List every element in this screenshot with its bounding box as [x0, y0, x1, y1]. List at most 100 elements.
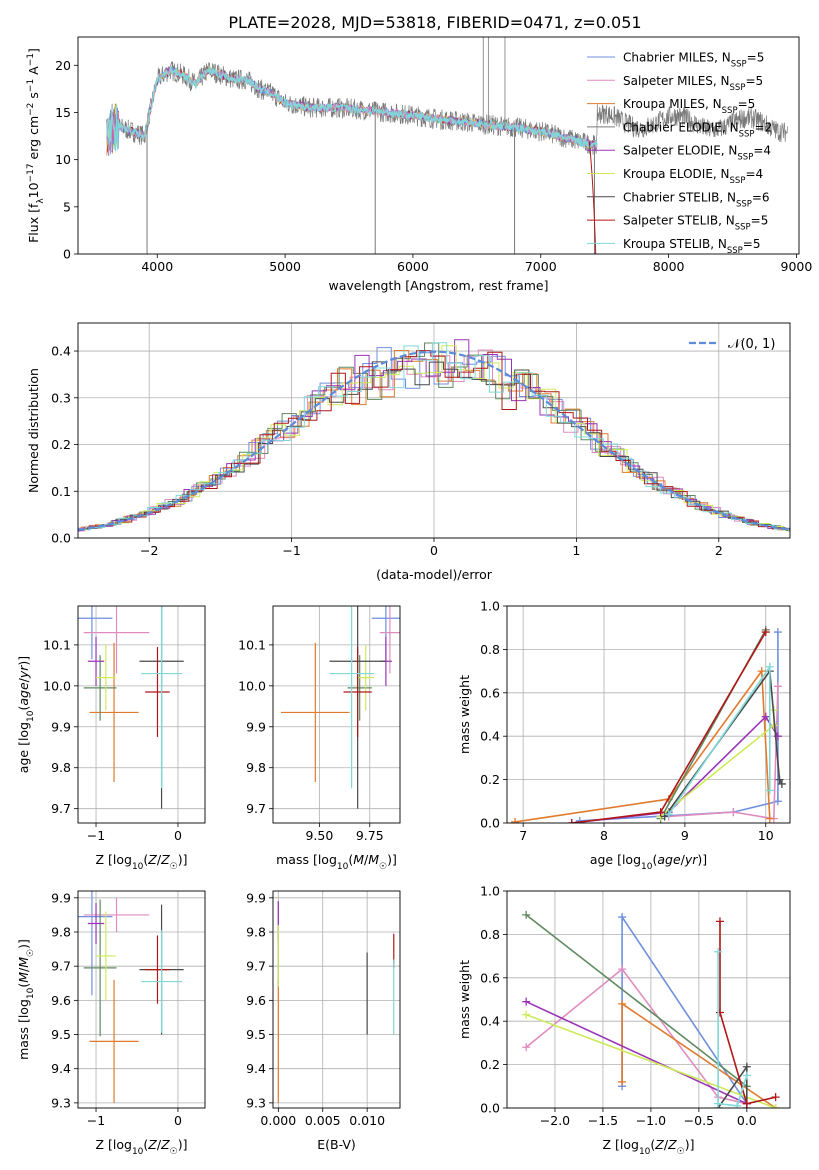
series-marker [773, 682, 782, 691]
x-tick-label: 0 [174, 1113, 182, 1128]
series-marker [729, 808, 738, 817]
x-tick-label: 10 [758, 828, 774, 843]
y-tick-label: 9.8 [51, 760, 71, 775]
panels-group: 4000 5000 6000 7000 8000 900005101520waveleng… [16, 36, 812, 1157]
series-marker [742, 1099, 751, 1108]
residual-xlabel: (data-model)/error [376, 567, 493, 582]
x-tick-label: 2 [715, 543, 723, 558]
series-marker [714, 947, 723, 956]
y-tick-label: 0.2 [51, 437, 71, 452]
y-tick-label: 9.9 [246, 890, 266, 905]
y-tick-label: 0 [63, 247, 71, 262]
massweight_vs_age-frame [506, 605, 791, 824]
y-tick-label: 0.4 [480, 729, 500, 744]
mass_vs_Z-ylabel: mass [log10(M/M☉)] [16, 939, 36, 1060]
mass_vs_Z-axes: −1 0 9.3 9.4 9.5 9.6 9.7 9.8 9.9 [51, 890, 205, 1128]
series-line-salpeter-stelib [571, 631, 767, 823]
series-marker [618, 965, 627, 974]
y-tick-label: 0.2 [480, 1057, 500, 1072]
legend-label: Salpeter ELODIE, NSSP=4 [623, 144, 771, 163]
series-marker [618, 999, 627, 1008]
y-tick-label: 0.8 [480, 642, 500, 657]
series-line-salpeter-stelib [719, 921, 776, 1105]
y-tick-label: 0.2 [480, 772, 500, 787]
series-line-chabrier-miles [579, 632, 779, 822]
series-marker [777, 779, 786, 788]
age_vs_Z-ylabel: age [log10(age/yr)] [16, 656, 36, 773]
series-marker [742, 1071, 751, 1080]
series-marker [522, 1043, 531, 1052]
y-tick-label: 9.6 [51, 993, 71, 1008]
x-tick-label: −1.5 [588, 1113, 618, 1128]
y-tick-label: 15 [55, 105, 71, 120]
x-tick-label: 1 [572, 543, 580, 558]
spectrum-legend: Chabrier MILES, NSSP=5 Salpeter MILES, NS… [587, 51, 772, 256]
x-tick-label: 5000 [269, 259, 301, 274]
y-tick-label: 9.7 [51, 801, 71, 816]
legend-label: Kroupa STELIB, NSSP=5 [623, 237, 761, 256]
series-marker [618, 1077, 627, 1086]
spectrum-red-drop [588, 142, 597, 254]
x-tick-label: 9.75 [356, 828, 384, 843]
x-tick-label: −1 [87, 828, 105, 843]
series-marker [618, 913, 627, 922]
y-tick-label: 9.8 [51, 925, 71, 940]
age_vs_mass-xlabel: mass [log10(M/M☉)] [276, 852, 397, 872]
x-tick-label: −2.0 [540, 1113, 570, 1128]
x-tick-label: 7 [519, 828, 527, 843]
residual-frame [77, 322, 791, 539]
age_vs_mass-points [281, 606, 400, 809]
series-marker [733, 1101, 742, 1108]
massweight_vs_age-lines [511, 625, 786, 823]
x-tick-label: 0.010 [349, 1113, 385, 1128]
series-line-chabrier-elodie [525, 914, 748, 1087]
series-marker [522, 910, 531, 919]
series-marker [575, 816, 584, 823]
age_vs_Z-axes: −1 0 9.7 9.8 9.9 10.0 10.1 [43, 606, 205, 843]
y-tick-label: 20 [55, 58, 71, 73]
y-tick-label: 0.0 [51, 531, 71, 546]
residual-ylabel: Normed distribution [26, 368, 41, 493]
x-tick-label: −2 [140, 543, 158, 558]
age_vs_mass-axes: 9.50 9.75 9.7 9.8 9.9 10.0 10.1 [238, 606, 400, 843]
y-tick-label: 9.7 [246, 801, 266, 816]
y-tick-label: 10.1 [43, 637, 71, 652]
x-tick-label: 9.50 [305, 828, 333, 843]
y-tick-label: 9.6 [246, 993, 266, 1008]
age_vs_mass-frame [272, 605, 401, 824]
y-tick-label: 9.4 [246, 1061, 266, 1076]
spectrum-ylabel: Flux [fλ10−17 erg cm−2 s−1 A−1] [26, 48, 46, 243]
legend-label: Salpeter MILES, NSSP=5 [623, 74, 763, 93]
y-tick-label: 0.6 [480, 685, 500, 700]
y-tick-label: 9.3 [246, 1095, 266, 1110]
residual-legend: 𝒩(0, 1) [689, 337, 775, 352]
spectrum-line-kroupa-stelib [106, 66, 598, 152]
mass_vs_EBV-frame [272, 890, 401, 1109]
series-marker [765, 814, 774, 823]
y-tick-label: 10.0 [238, 678, 266, 693]
x-tick-label: −1 [87, 1113, 105, 1128]
series-line-salpeter-elodie [571, 715, 779, 823]
mass_vs_Z-frame [77, 890, 206, 1109]
y-tick-label: 9.4 [51, 1061, 71, 1076]
y-tick-label: 10.1 [238, 637, 266, 652]
series-line-salpeter-miles [525, 967, 747, 1105]
residuals-axes: −2 −1 0 1 2 0.0 0.1 0.2 0.3 0.4 [51, 323, 790, 558]
x-tick-label: 4000 [141, 259, 173, 274]
x-tick-label: 0.0 [737, 1113, 757, 1128]
y-tick-label: 0.4 [480, 1014, 500, 1029]
x-tick-label: −1 [282, 543, 300, 558]
y-tick-label: 0.1 [51, 484, 71, 499]
spectrum-lines [106, 37, 788, 254]
x-tick-label: −1.0 [636, 1113, 666, 1128]
x-tick-label: 0 [430, 543, 438, 558]
y-tick-label: 9.7 [51, 959, 71, 974]
series-marker [757, 667, 766, 676]
series-marker [715, 1008, 724, 1017]
figure-title: PLATE=2028, MJD=53818, FIBERID=0471, z=0… [228, 13, 641, 32]
y-tick-label: 9.8 [246, 925, 266, 940]
series-marker [522, 1010, 531, 1019]
y-tick-label: 0.4 [51, 344, 71, 359]
y-tick-label: 5 [63, 199, 71, 214]
